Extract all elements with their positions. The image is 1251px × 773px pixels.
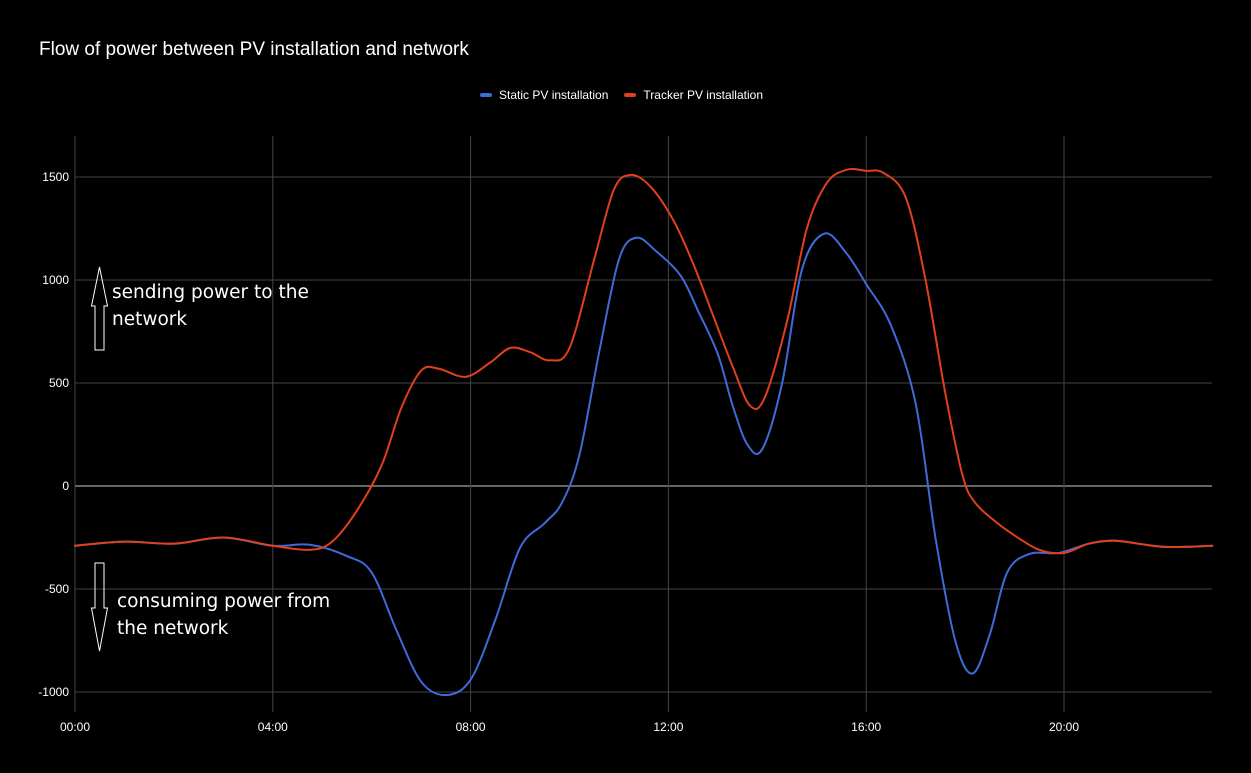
- y-tick-label: 1000: [42, 273, 69, 287]
- series-line-static[interactable]: [74, 232, 1214, 697]
- y-tick-label: -1000: [38, 685, 69, 699]
- down-arrow-icon: [90, 562, 109, 652]
- x-tick-label: 12:00: [653, 720, 683, 734]
- x-tick-label: 08:00: [456, 720, 486, 734]
- annotation-consuming-power: consuming power from the network: [117, 588, 330, 642]
- annotation-sending-line-1: sending power to the: [112, 282, 309, 303]
- x-tick-label: 00:00: [60, 720, 90, 734]
- y-tick-label: -500: [45, 582, 69, 596]
- up-arrow-icon: [90, 266, 109, 351]
- y-tick-label: 0: [62, 479, 69, 493]
- legend[interactable]: Static PV installation Tracker PV instal…: [480, 88, 779, 102]
- y-tick-label: 1500: [42, 170, 69, 184]
- legend-label-tracker: Tracker PV installation: [643, 88, 763, 102]
- series-line-tracker[interactable]: [74, 168, 1214, 555]
- legend-item-static[interactable]: Static PV installation: [480, 88, 608, 102]
- chart-title: Flow of power between PV installation an…: [39, 39, 469, 60]
- tick-layer: 1500 1000 500 0 -500 -1000 00:00 04:00 08:00 12:0…: [38, 170, 1079, 734]
- y-tick-label: 500: [49, 376, 69, 390]
- legend-swatch-static: [480, 93, 492, 97]
- annotation-sending-line-2: network: [112, 309, 188, 330]
- legend-swatch-tracker: [624, 93, 637, 97]
- legend-label-static: Static PV installation: [499, 88, 609, 102]
- series-layer: [74, 168, 1214, 697]
- legend-item-tracker[interactable]: Tracker PV installation: [624, 88, 763, 102]
- annotation-consuming-line-1: consuming power from: [117, 591, 331, 612]
- arrow-layer: [90, 266, 109, 652]
- x-tick-label: 04:00: [258, 720, 288, 734]
- annotation-sending-power: sending power to the network: [112, 279, 309, 333]
- x-tick-label: 20:00: [1049, 720, 1079, 734]
- x-tick-label: 16:00: [851, 720, 881, 734]
- annotation-consuming-line-2: the network: [117, 618, 229, 639]
- grid-layer: [74, 136, 1212, 712]
